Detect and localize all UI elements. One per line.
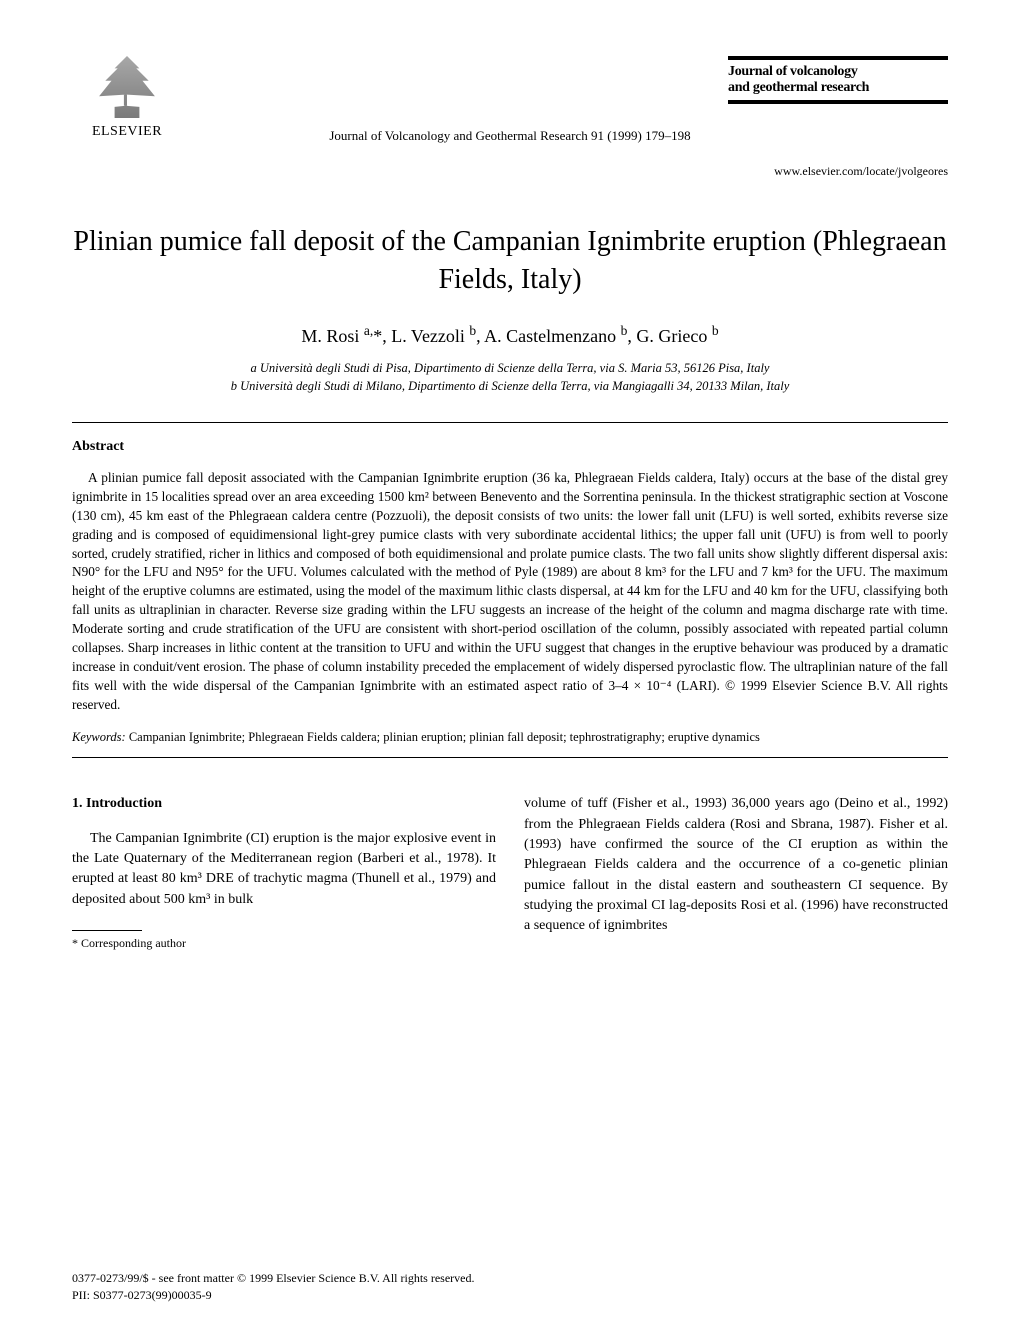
keywords-text: Campanian Ignimbrite; Phlegraean Fields … — [126, 730, 760, 744]
body-columns: 1. Introduction The Campanian Ignimbrite… — [72, 794, 948, 952]
journal-name-line1: Journal of volcanology — [728, 64, 948, 80]
page-footer: 0377-0273/99/$ - see front matter © 1999… — [72, 1270, 474, 1304]
elsevier-tree-icon — [96, 56, 158, 118]
keywords-line: Keywords: Campanian Ignimbrite; Phlegrae… — [72, 730, 948, 745]
journal-name-box: Journal of volcanology and geothermal re… — [728, 56, 948, 104]
footnote: * Corresponding author — [72, 935, 496, 952]
publisher-name: ELSEVIER — [92, 124, 162, 140]
section-1-para-right: volume of tuff (Fisher et al., 1993) 36,… — [524, 794, 948, 936]
divider-top — [72, 422, 948, 423]
publisher-logo: ELSEVIER — [72, 56, 182, 140]
affiliation-b: b Università degli Studi di Milano, Dipa… — [72, 377, 948, 396]
authors-line: M. Rosi a,*, L. Vezzoli b, A. Castelmenz… — [72, 323, 948, 347]
journal-citation: Journal of Volcanology and Geothermal Re… — [329, 128, 690, 144]
section-1-para-left: The Campanian Ignimbrite (CI) eruption i… — [72, 829, 496, 910]
keywords-label: Keywords: — [72, 730, 126, 744]
divider-bottom — [72, 757, 948, 758]
affiliation-a: a Università degli Studi di Pisa, Dipart… — [72, 359, 948, 378]
section-1-heading: 1. Introduction — [72, 794, 496, 814]
article-title: Plinian pumice fall deposit of the Campa… — [72, 223, 948, 299]
footnote-text: Corresponding author — [78, 936, 186, 950]
journal-url: www.elsevier.com/locate/jvolgeores — [72, 164, 948, 179]
page-header: ELSEVIER Journal of Volcanology and Geot… — [72, 56, 948, 156]
column-right: volume of tuff (Fisher et al., 1993) 36,… — [524, 794, 948, 952]
affiliations: a Università degli Studi di Pisa, Dipart… — [72, 359, 948, 397]
footer-pii: PII: S0377-0273(99)00035-9 — [72, 1287, 474, 1304]
footnote-divider — [72, 930, 142, 931]
column-left: 1. Introduction The Campanian Ignimbrite… — [72, 794, 496, 952]
abstract-body: A plinian pumice fall deposit associated… — [72, 469, 948, 714]
footer-copyright: 0377-0273/99/$ - see front matter © 1999… — [72, 1270, 474, 1287]
journal-name-line2: and geothermal research — [728, 80, 948, 96]
abstract-heading: Abstract — [72, 439, 948, 455]
